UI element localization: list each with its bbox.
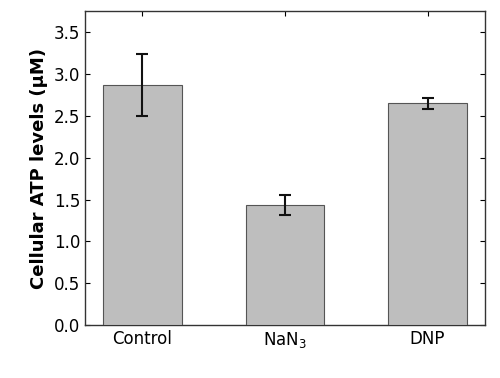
Bar	[388, 103, 467, 325]
Bar	[246, 205, 324, 325]
Bar	[103, 85, 182, 325]
Y-axis label: Cellular ATP levels (μM): Cellular ATP levels (μM)	[30, 48, 48, 289]
